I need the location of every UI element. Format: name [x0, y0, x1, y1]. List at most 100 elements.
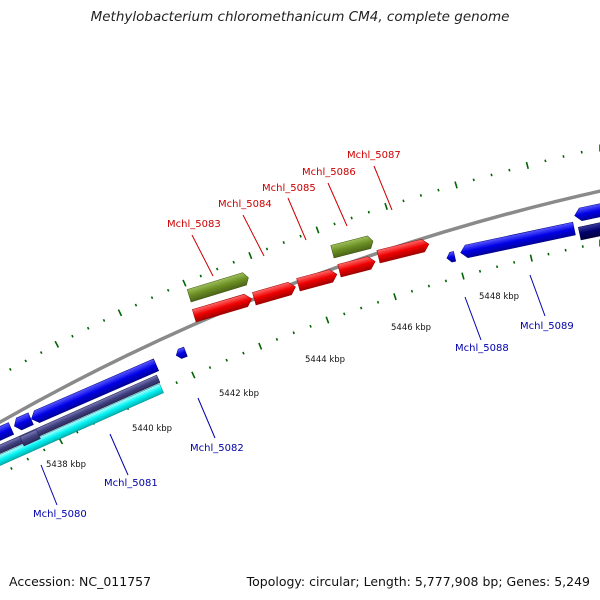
gene-arrow-mchl-5084[interactable]: [252, 281, 297, 306]
minor-tick: [299, 234, 302, 238]
major-tick: [461, 272, 465, 280]
minor-tick: [275, 337, 279, 341]
minor-tick: [292, 331, 295, 335]
minor-tick: [513, 260, 516, 264]
major-tick: [258, 342, 263, 350]
minor-tick: [547, 252, 550, 256]
gene-arrow-small[interactable]: [12, 412, 34, 432]
minor-tick: [564, 248, 567, 252]
minor-tick: [544, 159, 547, 163]
gene-arrow-mchl-5085[interactable]: [296, 268, 339, 292]
map-title: Methylobacterium chloromethanicum CM4, c…: [90, 9, 510, 25]
rna-feature-2[interactable]: [330, 235, 375, 259]
minor-tick: [208, 366, 212, 369]
minor-tick: [42, 448, 46, 452]
gene-label-mchl-5082[interactable]: Mchl_5082: [190, 443, 244, 454]
major-tick: [384, 202, 388, 211]
minor-tick: [419, 194, 423, 197]
minor-tick: [24, 359, 28, 363]
gene-arrow-mchl-5082[interactable]: [174, 346, 188, 360]
major-tick: [393, 293, 397, 301]
gene-label-mchl-5089[interactable]: Mchl_5089: [520, 321, 574, 332]
kbp-label: 5438 kbp: [46, 460, 86, 470]
gene-arrow-mchl-5087[interactable]: [376, 238, 431, 264]
major-tick: [117, 309, 123, 317]
minor-tick: [150, 296, 154, 300]
minor-tick: [175, 381, 178, 385]
minor-tick: [350, 216, 353, 220]
gene-arrow-left-edge[interactable]: [0, 422, 15, 445]
minor-tick: [478, 269, 482, 273]
gene-label-mchl-5087[interactable]: Mchl_5087: [347, 150, 401, 161]
gene-arrow-mchl-5080-part[interactable]: [19, 429, 41, 447]
gene-label-mchl-5088[interactable]: Mchl_5088: [455, 343, 509, 354]
minor-tick: [402, 199, 405, 203]
inner-tick-row: [10, 239, 600, 470]
minor-tick: [490, 173, 493, 177]
major-tick: [54, 340, 60, 348]
minor-tick: [215, 267, 219, 271]
forward-leader-lines: [191, 165, 393, 277]
kbp-label: 5444 kbp: [305, 355, 345, 365]
genome-summary-text: Topology: circular; Length: 5,777,908 bp…: [246, 574, 590, 589]
minor-tick: [282, 241, 285, 244]
gene-label-mchl-5080[interactable]: Mchl_5080: [33, 509, 87, 520]
gene-label-mchl-5083[interactable]: Mchl_5083: [167, 219, 221, 230]
minor-tick: [232, 260, 235, 264]
kbp-label: 5446 kbp: [391, 323, 431, 333]
minor-tick: [427, 284, 431, 288]
kbp-label: 5448 kbp: [479, 292, 519, 302]
major-tick: [182, 279, 187, 287]
gene-arrow-mchl-5086[interactable]: [337, 255, 377, 278]
minor-tick: [410, 289, 414, 293]
minor-tick: [71, 334, 74, 338]
minor-tick: [225, 358, 228, 362]
kbp-label: 5442 kbp: [219, 389, 259, 399]
outer-tick-row: [9, 144, 600, 371]
rna-feature-1[interactable]: [186, 271, 250, 303]
accession-text: Accession: NC_011757: [9, 574, 152, 589]
minor-tick: [39, 351, 43, 355]
minor-tick: [242, 351, 245, 355]
minor-tick: [376, 300, 380, 304]
gene-arrow-cyan[interactable]: [0, 383, 164, 470]
gene-arrow-mchl-5083[interactable]: [191, 292, 253, 323]
major-tick: [191, 371, 196, 379]
minor-tick: [166, 288, 170, 292]
gene-arrow-navy[interactable]: [578, 220, 600, 241]
minor-tick: [333, 222, 336, 226]
gene-arrow-right-edge[interactable]: [573, 200, 600, 222]
minor-tick: [26, 457, 30, 461]
minor-tick: [9, 367, 12, 371]
minor-tick: [134, 303, 138, 307]
minor-tick: [102, 318, 106, 322]
gene-arrow-mchl-5089[interactable]: [459, 221, 576, 259]
gene-label-mchl-5081[interactable]: Mchl_5081: [104, 478, 158, 489]
gene-label-mchl-5084[interactable]: Mchl_5084: [218, 199, 272, 210]
minor-tick: [367, 210, 370, 214]
major-tick: [248, 251, 253, 260]
minor-tick: [359, 306, 363, 310]
minor-tick: [444, 279, 448, 283]
minor-tick: [265, 247, 269, 251]
minor-tick: [472, 178, 475, 182]
minor-tick: [343, 312, 346, 316]
minor-tick: [581, 245, 584, 248]
minor-tick: [562, 155, 565, 158]
minor-tick: [10, 466, 13, 470]
major-tick: [315, 226, 320, 234]
gene-label-mchl-5086[interactable]: Mchl_5086: [302, 167, 356, 178]
major-tick: [454, 181, 458, 189]
minor-tick: [437, 188, 440, 192]
minor-tick: [495, 265, 499, 269]
minor-tick: [508, 168, 511, 172]
reverse-leader-lines: [40, 274, 546, 506]
gene-arrow-mchl-5081[interactable]: [29, 358, 160, 425]
major-tick: [325, 316, 330, 324]
gene-arrow-mchl-5088[interactable]: [446, 251, 457, 263]
minor-tick: [580, 150, 583, 154]
minor-tick: [86, 326, 90, 330]
gene-label-mchl-5085[interactable]: Mchl_5085: [262, 183, 316, 194]
